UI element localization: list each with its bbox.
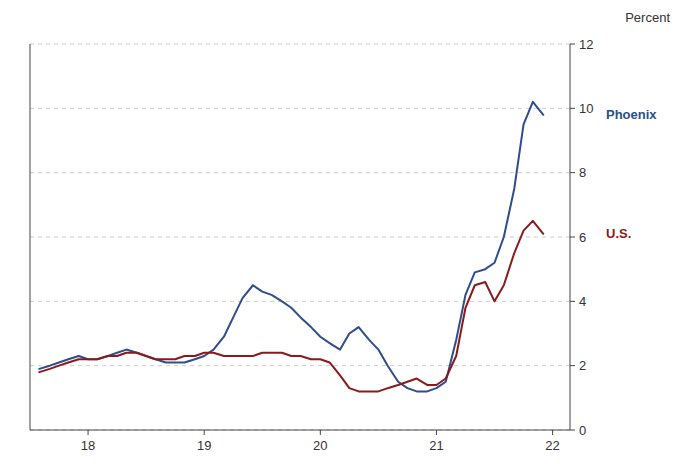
x-axis-line (30, 430, 570, 431)
y-tick-label: 0 (579, 423, 586, 438)
x-tick (436, 430, 437, 435)
y-tick (570, 365, 575, 366)
series-line (39, 221, 543, 391)
grid-line (30, 365, 570, 366)
x-tick-label: 20 (313, 438, 327, 453)
y-tick (570, 430, 575, 431)
plot-frame-left (30, 44, 31, 430)
y-tick-label: 6 (579, 230, 586, 245)
y-tick (570, 44, 575, 45)
grid-line (30, 237, 570, 238)
x-tick (552, 430, 553, 435)
y-axis-label: Percent (625, 10, 670, 25)
grid-line (30, 301, 570, 302)
grid-line (30, 44, 570, 45)
series-labels: Phoenix U.S. (606, 107, 657, 241)
y-tick (570, 301, 575, 302)
series-line (39, 102, 543, 392)
y-tick-label: 8 (579, 165, 586, 180)
y-tick (570, 108, 575, 109)
x-tick-label: 21 (429, 438, 443, 453)
y-tick-label: 10 (579, 101, 593, 116)
grid-line (30, 108, 570, 109)
series-label: Phoenix (606, 107, 657, 122)
y-tick (570, 172, 575, 173)
x-tick-label: 22 (545, 438, 559, 453)
x-tick (88, 430, 89, 435)
chart-container: 18 19 20 21 22 0 2 4 6 8 10 12 Percent Phoenix U.S. (0, 0, 680, 470)
series-label: U.S. (606, 226, 631, 241)
lines (39, 102, 543, 392)
grid-line (30, 430, 570, 431)
x-tick (320, 430, 321, 435)
y-tick (570, 237, 575, 238)
grid-line (30, 172, 570, 173)
x-tick (204, 430, 205, 435)
chart-svg: 18 19 20 21 22 0 2 4 6 8 10 12 Percent Phoenix U.S. (0, 0, 680, 470)
y-tick-label: 12 (579, 37, 593, 52)
grid (30, 44, 570, 430)
y-tick-label: 2 (579, 358, 586, 373)
x-tick-label: 18 (81, 438, 95, 453)
y-tick-label: 4 (579, 294, 586, 309)
x-tick-label: 19 (197, 438, 211, 453)
axes: 18 19 20 21 22 0 2 4 6 8 10 12 (30, 37, 593, 454)
